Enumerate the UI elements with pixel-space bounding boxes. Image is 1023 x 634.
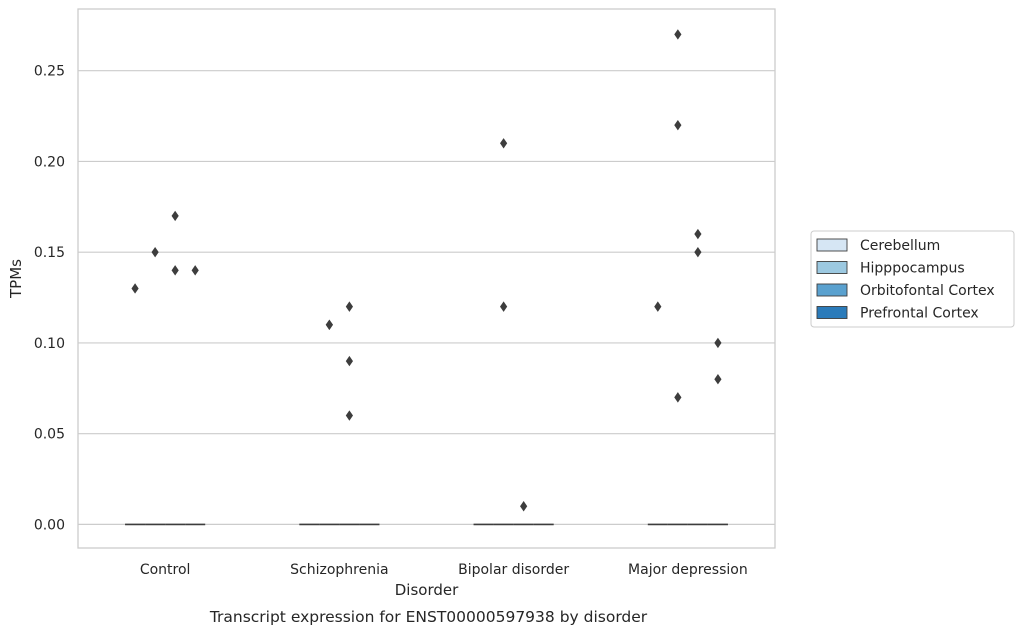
x-tick-label: Bipolar disorder — [458, 562, 569, 578]
x-tick-label: Control — [140, 562, 191, 578]
y-tick-label: 0.10 — [34, 336, 65, 352]
x-tick-labels: Control Schizophrenia Bipolar disorder Majo… — [140, 562, 748, 578]
y-tick-label: 0.25 — [34, 64, 65, 80]
outlier-marker — [131, 283, 139, 294]
legend-swatch — [816, 306, 848, 319]
outlier-marker — [191, 265, 199, 276]
outlier-marker — [500, 138, 508, 149]
legend-label: Prefrontal Cortex — [860, 306, 979, 322]
outlier-marker — [674, 392, 682, 403]
y-tick-label: 0.05 — [34, 427, 65, 443]
gridlines — [78, 70, 775, 526]
outlier-marker — [345, 301, 353, 312]
outlier-markers — [131, 29, 722, 512]
outlier-marker — [674, 119, 682, 131]
outlier-marker — [345, 410, 353, 421]
outlier-marker — [694, 246, 702, 258]
legend-swatch — [816, 283, 848, 297]
outlier-marker — [714, 337, 722, 349]
outlier-marker — [674, 29, 682, 40]
outlier-marker — [171, 265, 179, 276]
outlier-marker — [345, 355, 353, 367]
outlier-marker — [500, 301, 508, 312]
y-axis-label: TPMs — [7, 259, 25, 299]
legend-frame — [810, 230, 1015, 328]
legend-swatch — [816, 261, 848, 274]
outlier-marker — [714, 374, 722, 385]
x-axis-label: Disorder — [395, 581, 459, 599]
outlier-marker — [171, 210, 179, 222]
legend-swatch — [816, 238, 848, 252]
x-tick-label: Major depression — [628, 562, 748, 578]
x-tick-label: Schizophrenia — [290, 562, 388, 578]
outlier-marker — [520, 501, 528, 512]
chart-caption: Transcript expression for ENST0000059793… — [209, 608, 648, 626]
legend: Cerebellum Hipppocampus Orbitofontal Corte… — [810, 230, 1015, 328]
y-tick-labels: 0.00 0.05 0.10 0.15 0.20 0.25 — [34, 64, 65, 534]
outlier-marker — [325, 319, 333, 330]
outlier-marker — [694, 228, 702, 240]
plot-frame — [77, 8, 776, 549]
legend-label: Hipppocampus — [860, 261, 965, 277]
outlier-marker — [151, 246, 159, 258]
legend-label: Orbitofontal Cortex — [860, 283, 995, 299]
y-tick-label: 0.15 — [34, 245, 65, 261]
outlier-marker — [654, 301, 662, 312]
y-tick-label: 0.00 — [34, 517, 65, 533]
y-tick-label: 0.20 — [34, 154, 65, 170]
legend-label: Cerebellum — [860, 238, 940, 254]
